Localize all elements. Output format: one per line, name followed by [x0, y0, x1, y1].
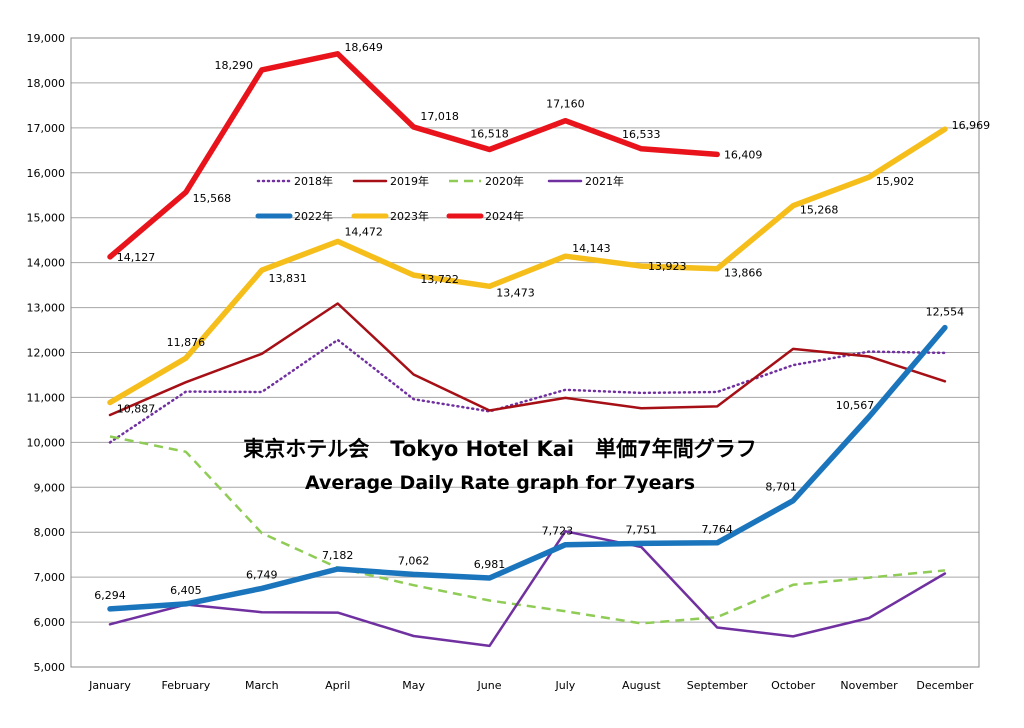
y-gridlines [71, 37, 979, 668]
series-lines [107, 51, 948, 648]
data-label: 16,969 [952, 119, 991, 132]
data-label: 13,722 [420, 273, 459, 286]
data-label: 6,981 [474, 558, 506, 571]
y-tick-label: 12,000 [27, 347, 66, 360]
y-tick-label: 17,000 [27, 122, 66, 135]
data-label: 13,923 [648, 260, 687, 273]
legend-label: 2020年 [485, 174, 524, 188]
x-tick-label: January [88, 679, 131, 692]
data-label: 13,866 [724, 267, 763, 280]
data-label: 14,127 [117, 251, 156, 264]
y-tick-label: 11,000 [27, 391, 66, 404]
legend-label: 2022年 [294, 209, 333, 223]
legend: 2018年 2019年 2020年 2021年 2022年 2023年 2024年 [255, 174, 624, 223]
x-tick-label: June [477, 679, 502, 692]
data-label: 18,290 [215, 59, 254, 72]
x-tick-label: April [325, 679, 350, 692]
y-tick-label: 15,000 [27, 212, 66, 225]
data-label: 15,268 [800, 204, 839, 217]
data-label: 10,567 [836, 399, 875, 412]
data-label: 8,701 [765, 481, 797, 494]
x-tick-label: November [840, 679, 898, 692]
data-label: 6,294 [94, 589, 126, 602]
series-line-2022年 [107, 324, 948, 612]
data-label: 16,518 [470, 128, 509, 141]
data-label: 10,887 [117, 403, 156, 416]
legend-label: 2021年 [585, 174, 624, 188]
series-line-2021年 [108, 530, 947, 648]
y-tick-label: 8,000 [34, 526, 66, 539]
legend-label: 2019年 [390, 174, 429, 188]
y-tick-label: 6,000 [34, 616, 66, 629]
x-tick-labels: January February March April May June July Augu… [88, 679, 974, 692]
y-tick-label: 10,000 [27, 436, 66, 449]
series-line-2018年 [108, 338, 947, 444]
data-label: 7,182 [322, 549, 354, 562]
y-tick-label: 14,000 [27, 257, 66, 270]
data-label: 7,723 [542, 525, 574, 538]
y-tick-label: 13,000 [27, 302, 66, 315]
x-tick-label: October [771, 679, 815, 692]
y-tick-label: 18,000 [27, 77, 66, 90]
data-label: 16,409 [724, 148, 763, 161]
x-tick-label: September [687, 679, 748, 692]
x-tick-label: May [402, 679, 425, 692]
y-tick-label: 9,000 [34, 481, 66, 494]
data-label: 12,554 [926, 306, 965, 319]
x-tick-label: February [162, 679, 211, 692]
data-label: 6,405 [170, 584, 202, 597]
data-label: 17,018 [420, 110, 459, 123]
series-line-2023年 [107, 126, 948, 406]
plot-border [70, 37, 980, 668]
x-tick-label: December [916, 679, 974, 692]
series-line-2019年 [108, 302, 947, 417]
data-label: 14,472 [344, 225, 383, 238]
y-tick-label: 19,000 [27, 32, 66, 45]
chart-subtitle: Average Daily Rate graph for 7years [305, 472, 695, 494]
chart-title: 東京ホテル会 Tokyo Hotel Kai 単価7年間グラフ [243, 437, 756, 461]
data-label: 18,649 [344, 41, 383, 54]
y-tick-labels: 5,000 6,000 7,000 8,000 9,000 10,000 11,000 12,… [27, 32, 66, 674]
data-label: 7,062 [398, 554, 430, 567]
x-tick-label: March [245, 679, 279, 692]
data-label: 6,749 [246, 568, 278, 581]
legend-label: 2023年 [390, 209, 429, 223]
data-labels: 6,294 6,405 6,749 7,182 7,062 6,981 7,723 7,751… [94, 41, 990, 602]
data-label: 13,831 [269, 272, 308, 285]
legend-label: 2018年 [294, 174, 333, 188]
series-line-2020年 [109, 435, 946, 625]
data-label: 17,160 [546, 98, 585, 111]
data-label: 14,143 [572, 242, 611, 255]
data-label: 15,902 [876, 175, 915, 188]
data-label: 7,764 [701, 523, 733, 536]
data-label: 7,751 [626, 523, 658, 536]
y-tick-label: 7,000 [34, 571, 66, 584]
y-tick-label: 5,000 [34, 661, 66, 674]
y-tick-label: 16,000 [27, 167, 66, 180]
data-label: 13,473 [496, 286, 535, 299]
legend-label: 2024年 [485, 209, 524, 223]
x-tick-label: August [622, 679, 661, 692]
x-tick-label: July [555, 679, 576, 692]
data-label: 11,876 [167, 336, 206, 349]
data-label: 16,533 [622, 128, 661, 141]
series-line-2024年 [107, 51, 720, 260]
data-label: 15,568 [193, 192, 232, 205]
